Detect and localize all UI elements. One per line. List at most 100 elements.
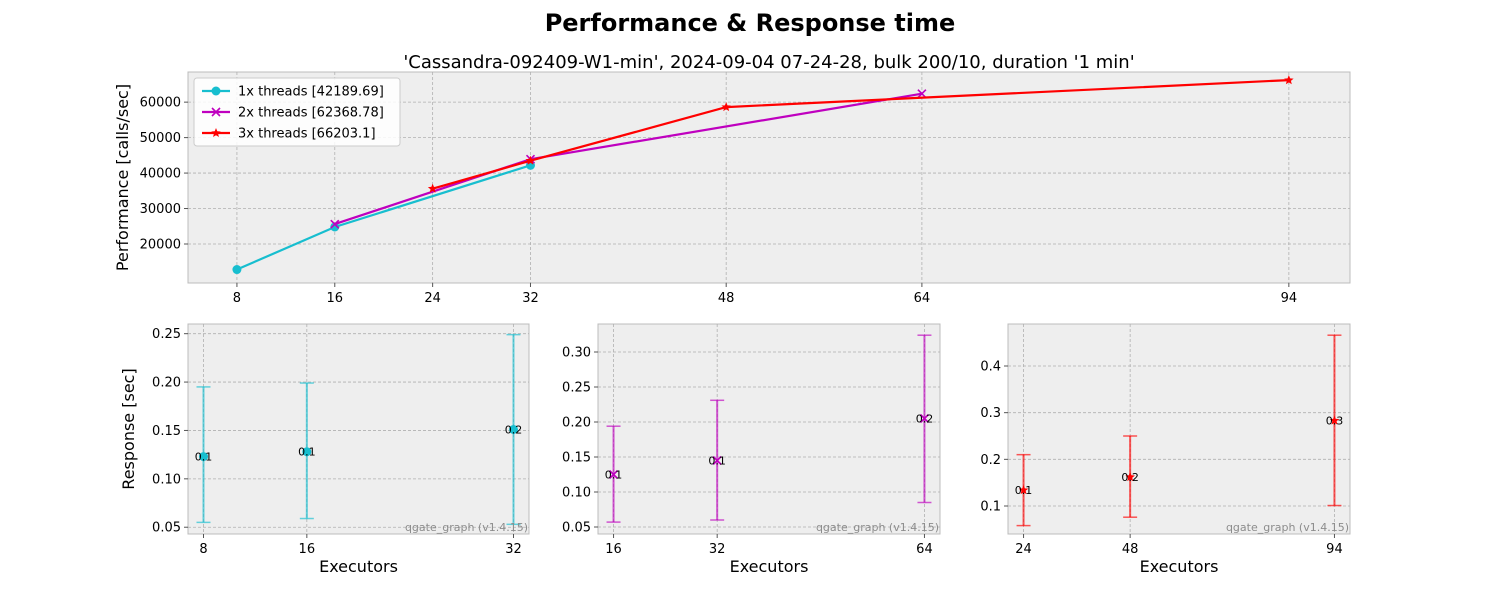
x-axis-label: Executors [319, 557, 398, 576]
data-point [525, 155, 536, 165]
plot-area [597, 323, 941, 535]
figure-subtitle: 'Cassandra-092409-W1-min', 2024-09-04 07… [403, 52, 1134, 73]
data-point-3: 0.2 [916, 334, 934, 504]
y-tick-label: 30000 [140, 202, 181, 217]
legend-entry: 2x threads [62368.78] [202, 106, 384, 121]
y-tick-label: 0.25 [562, 381, 591, 396]
legend-label: 3x threads [66203.1] [238, 127, 376, 142]
data-label: 0.1 [298, 446, 316, 459]
plot-area [187, 323, 530, 535]
data-marker [608, 469, 619, 480]
y-tick-label: 0.1 [980, 500, 1001, 515]
data-marker [509, 424, 518, 434]
data-marker [712, 455, 722, 466]
data-point-1: 0.1 [605, 425, 623, 523]
y-tick-label: 0.10 [562, 486, 591, 501]
watermark: qgate_graph (v1.4.15) [1226, 521, 1349, 534]
legend-label: 1x threads [42189.69] [238, 85, 384, 100]
data-marker [302, 447, 312, 457]
x-tick-label: 64 [914, 291, 931, 306]
y-tick-label: 0.20 [152, 376, 181, 391]
data-point-3: 0.3 [1326, 334, 1344, 507]
series-3 [427, 75, 1294, 193]
y-tick-label: 0.15 [562, 451, 591, 466]
y-tick-label: 0.25 [152, 327, 181, 342]
chart-response-1x: 8 16 32 0.05 0.10 0.15 0.20 0.25 Response [sec] E… [119, 323, 530, 576]
legend-entry: 1x threads [42189.69] [202, 85, 384, 100]
data-point [721, 102, 731, 112]
y-tick-label: 0.05 [562, 521, 591, 536]
y-tick-label: 20000 [140, 237, 181, 252]
series-line [432, 79, 1289, 190]
y-tick-label: 0.05 [152, 521, 181, 536]
x-tick-label: 32 [505, 542, 522, 557]
plot-area [1007, 323, 1351, 535]
data-label: 0.2 [1121, 471, 1139, 484]
y-axis-label: Performance [calls/sec] [113, 84, 132, 271]
data-marker [919, 413, 930, 424]
data-point-1: 0.1 [1015, 453, 1033, 527]
data-point-2: 0.1 [708, 399, 726, 521]
data-marker [1329, 415, 1340, 425]
data-point [330, 222, 340, 232]
x-tick-label: 24 [1015, 542, 1032, 557]
y-tick-label: 0.20 [562, 416, 591, 431]
y-tick-label: 0.15 [152, 424, 181, 439]
y-tick-label: 0.10 [152, 472, 181, 487]
watermark: qgate_graph (v1.4.15) [405, 521, 528, 534]
data-label: 0.1 [1015, 484, 1033, 497]
legend-label: 2x threads [62368.78] [238, 106, 384, 121]
data-label: 0.1 [195, 451, 213, 464]
legend-marker [211, 107, 221, 117]
chart-performance: 8 16 24 32 48 64 94 20000 30000 40000 50000 60000 Pe… [113, 71, 1351, 306]
data-point [427, 183, 438, 193]
data-marker [1018, 485, 1029, 495]
data-point-2: 0.2 [1121, 435, 1139, 518]
y-tick-label: 0.2 [980, 453, 1001, 468]
legend: 1x threads [42189.69] 2x threads [62368.7… [193, 77, 401, 147]
x-tick-label: 94 [1326, 542, 1343, 557]
x-tick-label: 48 [718, 291, 735, 306]
data-point-1: 0.1 [195, 386, 213, 524]
legend-box [193, 77, 401, 147]
x-tick-label: 94 [1281, 291, 1298, 306]
data-label: 0.3 [1326, 415, 1344, 428]
data-point [330, 219, 340, 229]
x-tick-label: 48 [1122, 542, 1139, 557]
figure-title: Performance & Response time [545, 9, 956, 37]
data-point-2: 0.1 [298, 382, 316, 520]
y-axis-label: Response [sec] [119, 368, 138, 489]
legend-entry: 3x threads [66203.1] [202, 127, 376, 142]
chart-response-3x: 24 48 94 0.1 0.2 0.3 0.4 Executors 0.1 0.2 0.3 qgat… [980, 323, 1351, 576]
data-marker [1125, 472, 1135, 482]
y-tick-label: 0.30 [562, 346, 591, 361]
data-marker [199, 452, 208, 462]
x-tick-label: 16 [299, 542, 316, 557]
x-axis-label: Executors [1140, 557, 1219, 576]
legend-marker [211, 128, 221, 138]
x-tick-label: 16 [327, 291, 344, 306]
x-tick-label: 16 [605, 542, 622, 557]
x-tick-label: 64 [916, 542, 933, 557]
data-label: 0.2 [916, 413, 934, 426]
x-tick-label: 24 [424, 291, 441, 306]
chart-response-2x: 16 32 64 0.05 0.10 0.15 0.20 0.25 0.30 Executors 0… [562, 323, 941, 576]
y-tick-label: 40000 [140, 167, 181, 182]
plots: 8 16 24 32 48 64 94 20000 30000 40000 50000 60000 Pe… [113, 71, 1351, 576]
data-point-3: 0.2 [505, 333, 522, 526]
x-axis-label: Executors [730, 557, 809, 576]
y-tick-label: 0.3 [980, 406, 1001, 421]
y-tick-label: 0.4 [980, 360, 1001, 375]
data-label: 0.1 [708, 455, 726, 468]
data-label: 0.1 [605, 469, 623, 482]
watermark: qgate_graph (v1.4.15) [816, 521, 939, 534]
x-tick-label: 32 [522, 291, 539, 306]
legend-marker [211, 86, 221, 96]
y-tick-label: 60000 [140, 96, 181, 111]
y-tick-label: 50000 [140, 131, 181, 146]
x-tick-label: 8 [233, 291, 241, 306]
data-point [917, 89, 927, 99]
x-tick-label: 32 [709, 542, 726, 557]
x-tick-label: 8 [199, 542, 207, 557]
